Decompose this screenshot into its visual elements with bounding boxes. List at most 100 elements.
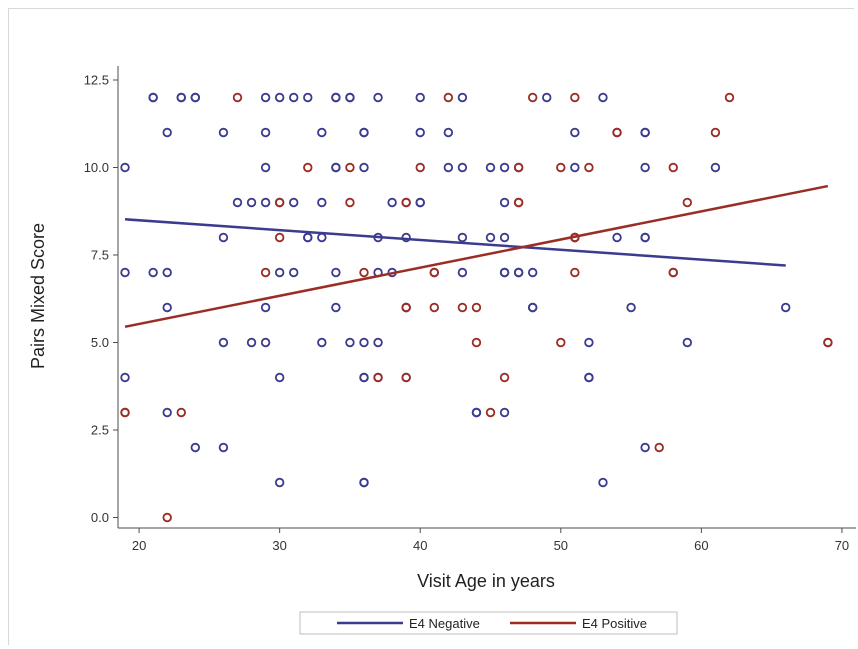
data-point-e4-positive — [429, 267, 439, 278]
y-tick-label: 5.0 — [91, 335, 109, 350]
data-point-e4-negative — [457, 267, 468, 278]
data-point-e4-positive — [260, 267, 271, 278]
y-tick-label: 0.0 — [91, 510, 109, 525]
data-point-e4-negative — [443, 162, 454, 173]
data-point-e4-positive — [443, 92, 454, 103]
data-point-e4-negative — [471, 407, 482, 418]
data-point-e4-negative — [499, 197, 510, 208]
data-point-e4-negative — [359, 372, 369, 383]
data-point-e4-positive — [120, 407, 130, 418]
data-point-e4-negative — [527, 302, 538, 313]
data-point-e4-positive — [471, 302, 482, 313]
data-point-e4-negative — [162, 127, 172, 138]
data-point-e4-negative — [274, 267, 285, 278]
data-point-e4-negative — [289, 267, 299, 278]
data-point-e4-negative — [289, 92, 299, 103]
data-point-e4-negative — [331, 92, 341, 103]
x-tick-label: 70 — [835, 538, 849, 553]
data-point-e4-positive — [485, 407, 496, 418]
data-point-e4-positive — [612, 127, 622, 138]
data-point-e4-positive — [429, 302, 439, 313]
data-point-e4-negative — [345, 337, 355, 348]
data-point-e4-negative — [190, 92, 201, 103]
data-point-e4-negative — [598, 92, 608, 103]
data-point-e4-negative — [499, 407, 510, 418]
data-point-e4-positive — [668, 162, 678, 173]
legend: E4 Negative E4 Positive — [299, 611, 678, 635]
data-point-e4-positive — [668, 267, 678, 278]
data-point-e4-positive — [570, 267, 580, 278]
data-point-e4-positive — [499, 372, 510, 383]
data-point-e4-positive — [359, 267, 369, 278]
data-point-e4-negative — [331, 302, 341, 313]
chart-frame — [8, 8, 854, 645]
data-point-e4-negative — [274, 477, 285, 488]
data-point-e4-positive — [232, 92, 243, 103]
data-point-e4-negative — [584, 372, 594, 383]
data-point-e4-negative — [542, 92, 552, 103]
data-point-e4-positive — [162, 512, 172, 523]
data-point-e4-negative — [289, 197, 299, 208]
y-tick-label: 2.5 — [91, 423, 109, 438]
fit-line-e4-negative — [124, 218, 786, 267]
data-point-e4-negative — [710, 162, 721, 173]
data-point-e4-negative — [260, 302, 271, 313]
data-point-e4-negative — [457, 232, 468, 243]
data-point-e4-positive — [274, 197, 285, 208]
data-point-e4-negative — [274, 372, 285, 383]
data-point-e4-positive — [401, 372, 411, 383]
data-point-e4-positive — [303, 162, 313, 173]
data-point-e4-negative — [584, 337, 594, 348]
data-point-e4-negative — [260, 197, 271, 208]
data-point-e4-negative — [457, 162, 468, 173]
data-point-e4-positive — [513, 197, 524, 208]
data-point-e4-positive — [373, 372, 383, 383]
data-point-e4-negative — [570, 127, 580, 138]
data-point-e4-negative — [317, 197, 327, 208]
data-point-e4-negative — [415, 197, 425, 208]
data-point-e4-negative — [359, 127, 369, 138]
data-point-e4-positive — [527, 92, 538, 103]
y-tick-label: 10.0 — [84, 160, 109, 175]
data-point-e4-negative — [120, 372, 130, 383]
data-point-e4-negative — [640, 127, 650, 138]
data-point-e4-negative — [190, 442, 201, 453]
data-point-e4-negative — [359, 337, 369, 348]
data-point-e4-negative — [373, 337, 383, 348]
data-point-e4-positive — [513, 162, 524, 173]
data-point-e4-negative — [415, 127, 425, 138]
data-point-e4-negative — [317, 127, 327, 138]
data-point-e4-negative — [640, 232, 650, 243]
y-tick-label: 12.5 — [84, 73, 109, 88]
data-point-e4-negative — [218, 442, 229, 453]
data-point-e4-negative — [218, 127, 229, 138]
data-point-e4-negative — [162, 302, 172, 313]
x-tick-label: 30 — [272, 538, 286, 553]
data-point-e4-negative — [570, 162, 580, 173]
data-point-e4-negative — [274, 92, 285, 103]
data-point-e4-negative — [359, 477, 369, 488]
data-point-e4-negative — [317, 337, 327, 348]
data-point-e4-negative — [218, 337, 229, 348]
data-point-e4-negative — [218, 232, 229, 243]
data-point-e4-negative — [781, 302, 791, 313]
data-point-e4-positive — [556, 337, 566, 348]
data-point-e4-negative — [457, 92, 468, 103]
data-point-e4-negative — [499, 162, 510, 173]
data-point-e4-positive — [823, 337, 833, 348]
data-point-e4-negative — [232, 197, 243, 208]
data-point-e4-negative — [148, 267, 158, 278]
data-point-e4-negative — [598, 477, 608, 488]
x-tick-label: 50 — [554, 538, 568, 553]
data-point-e4-negative — [373, 92, 383, 103]
data-point-e4-negative — [485, 232, 496, 243]
data-point-e4-negative — [260, 162, 271, 173]
data-point-e4-negative — [176, 92, 186, 103]
legend-label-e4-negative: E4 Negative — [409, 616, 480, 631]
data-point-e4-negative — [260, 92, 271, 103]
data-point-e4-negative — [527, 267, 538, 278]
data-point-e4-negative — [359, 162, 369, 173]
data-point-e4-positive — [401, 302, 411, 313]
data-point-e4-positive — [570, 92, 580, 103]
